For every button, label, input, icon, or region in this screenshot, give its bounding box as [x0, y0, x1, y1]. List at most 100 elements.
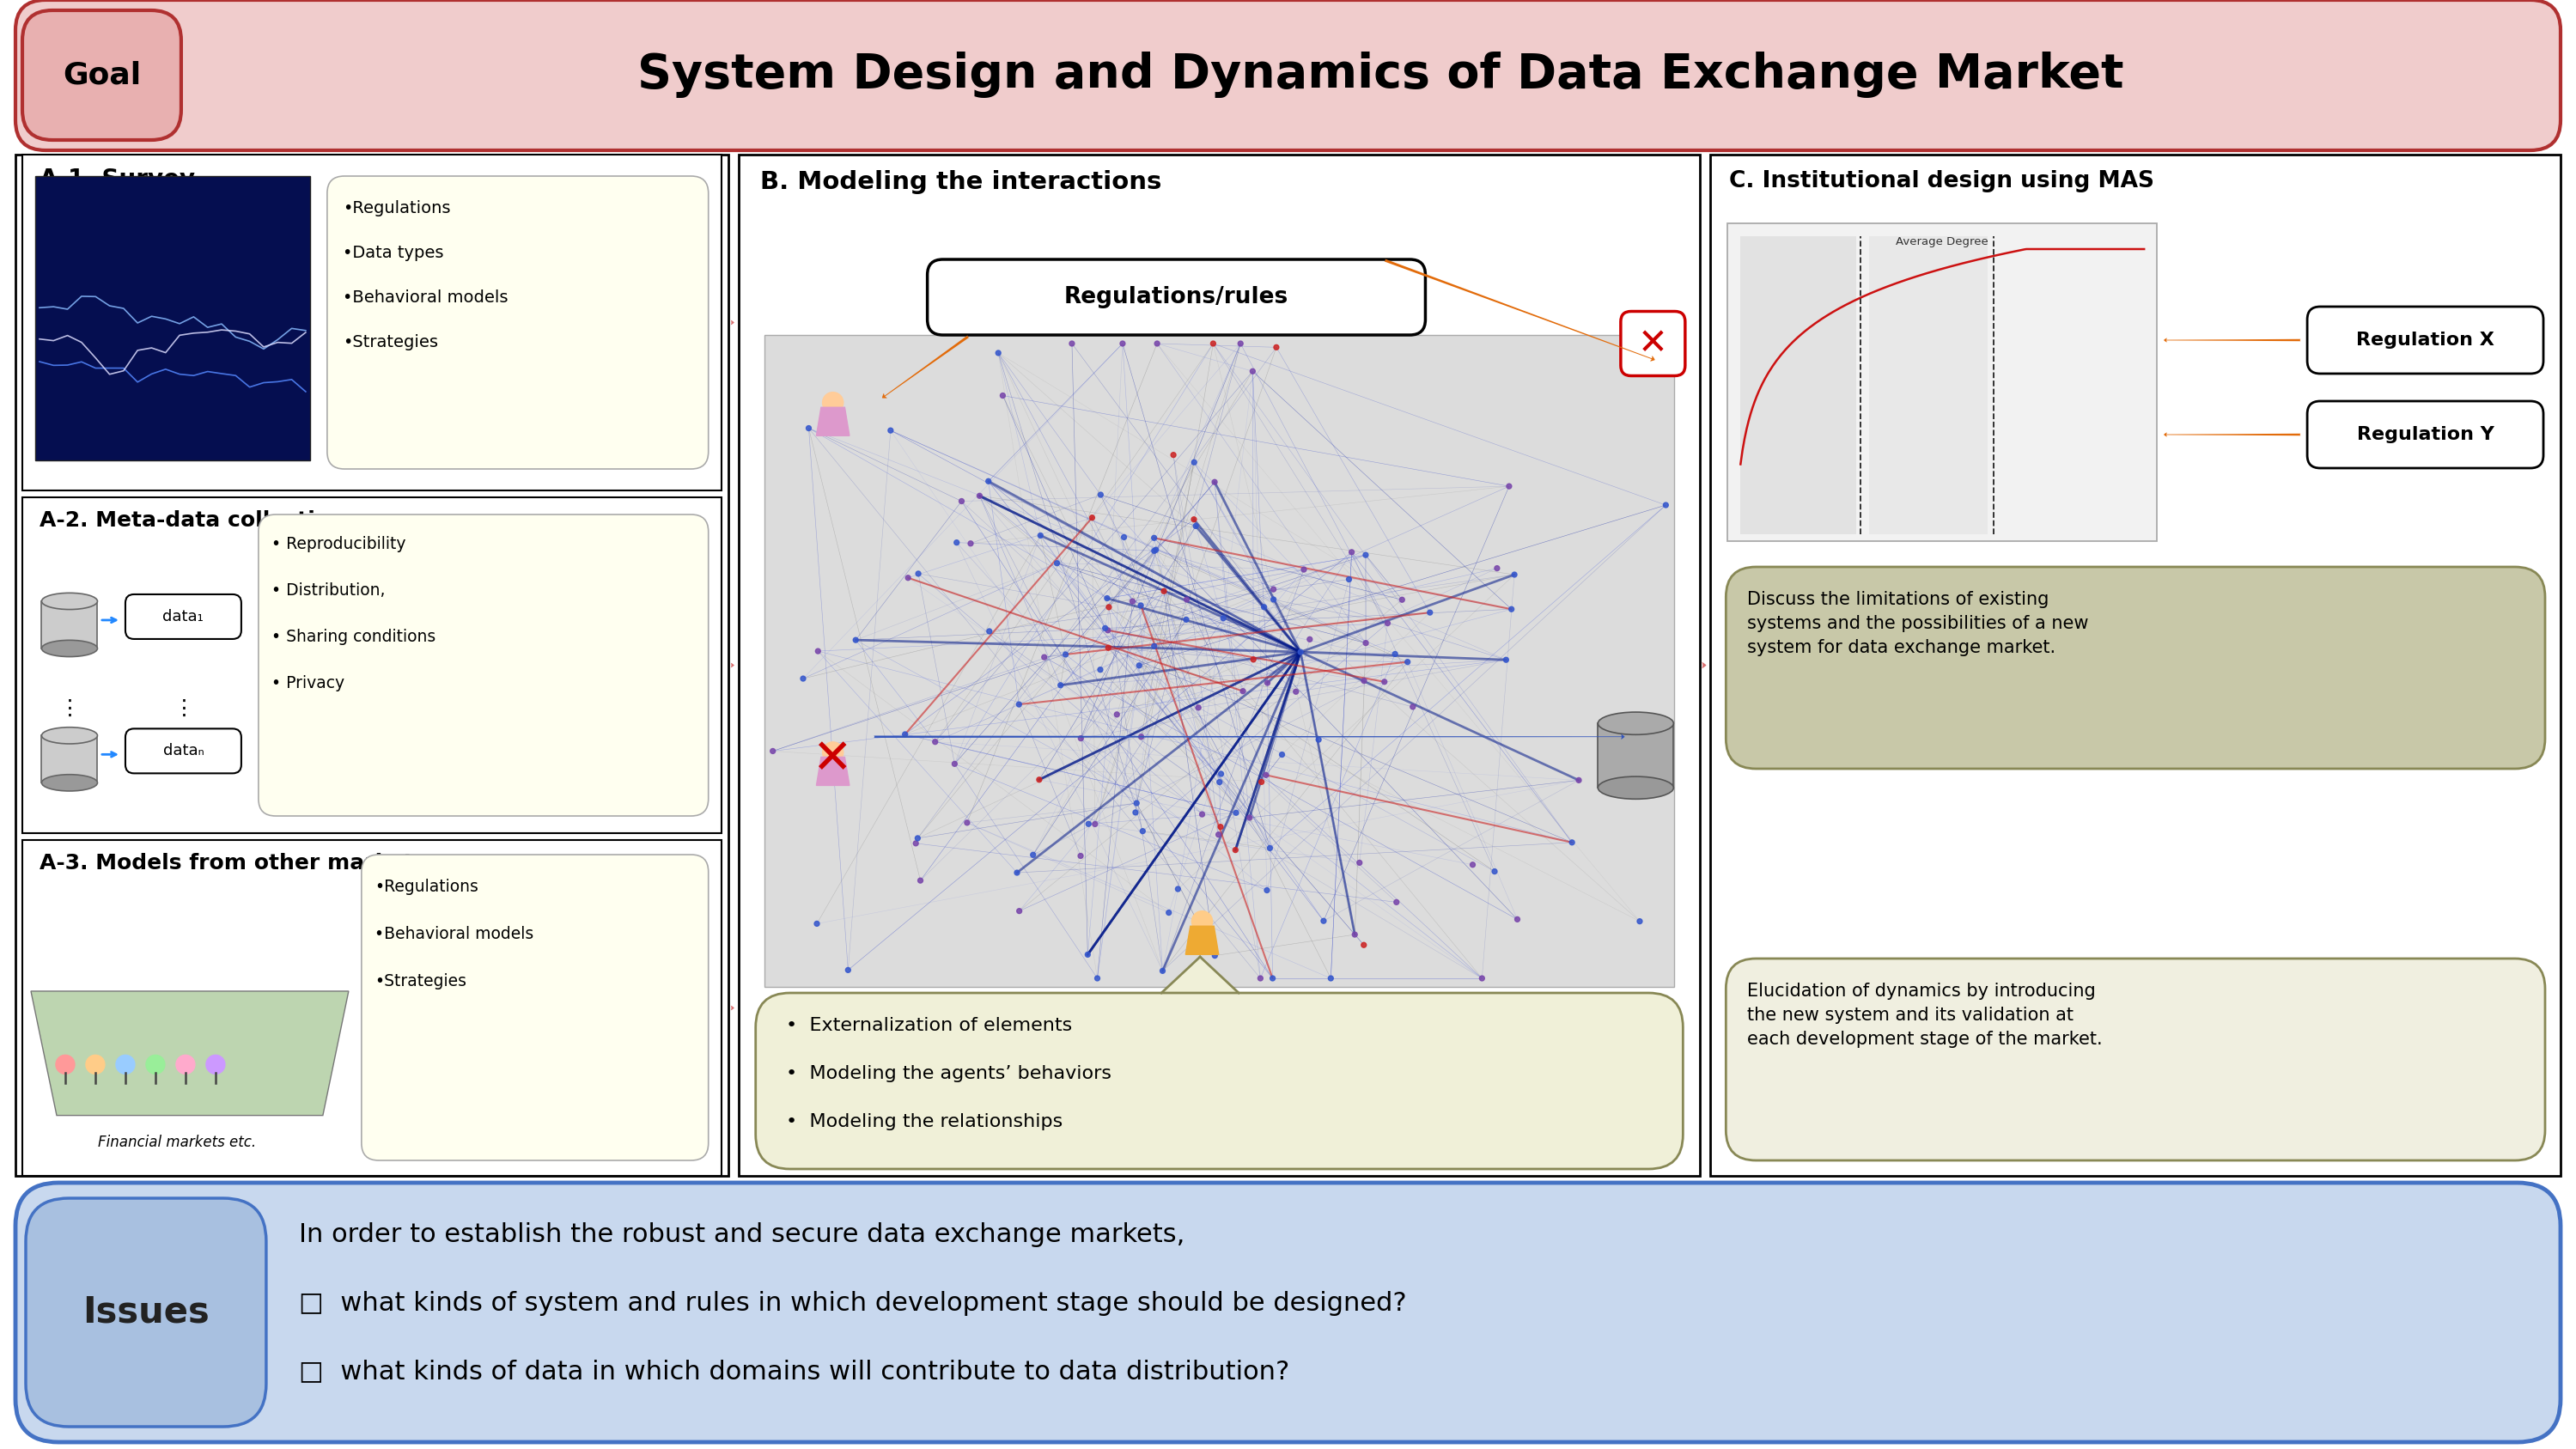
Text: ✕: ✕ — [814, 738, 853, 784]
Circle shape — [175, 1055, 196, 1074]
Text: □  what kinds of data in which domains will contribute to data distribution?: □ what kinds of data in which domains wi… — [299, 1359, 1291, 1384]
Text: •Data types: •Data types — [343, 245, 443, 261]
Text: • Privacy: • Privacy — [270, 675, 345, 691]
Point — [1118, 653, 1159, 677]
Point — [1239, 966, 1280, 990]
Text: Regulations/rules: Regulations/rules — [1064, 285, 1288, 309]
Point — [1077, 966, 1118, 990]
Point — [1646, 494, 1687, 517]
Point — [1342, 933, 1383, 956]
Point — [752, 739, 793, 762]
Point — [1072, 506, 1113, 529]
Ellipse shape — [41, 727, 98, 743]
FancyBboxPatch shape — [2308, 401, 2543, 468]
Point — [1244, 596, 1285, 619]
Point — [1283, 558, 1324, 581]
Point — [1167, 588, 1208, 611]
FancyBboxPatch shape — [15, 155, 729, 1175]
Point — [1198, 823, 1239, 846]
Point — [999, 900, 1041, 923]
FancyBboxPatch shape — [1710, 155, 2561, 1175]
Point — [935, 530, 976, 554]
Point — [1020, 525, 1061, 548]
FancyBboxPatch shape — [15, 1182, 2561, 1442]
Point — [1229, 806, 1270, 829]
Point — [969, 620, 1010, 643]
Polygon shape — [1185, 926, 1218, 955]
Point — [958, 484, 999, 507]
Point — [889, 567, 930, 590]
Point — [1133, 526, 1175, 549]
Point — [1551, 830, 1592, 853]
Point — [1200, 816, 1242, 839]
Text: • Sharing conditions: • Sharing conditions — [270, 629, 435, 645]
FancyBboxPatch shape — [23, 155, 721, 490]
Circle shape — [85, 1055, 106, 1074]
Point — [1121, 594, 1162, 617]
Point — [1141, 959, 1182, 982]
Text: • Distribution,: • Distribution, — [270, 582, 386, 598]
Point — [799, 639, 840, 662]
Point — [896, 826, 938, 849]
FancyBboxPatch shape — [1728, 223, 2156, 540]
Point — [1216, 801, 1257, 824]
Point — [1492, 597, 1533, 620]
Text: ✕: ✕ — [1638, 326, 1667, 362]
Point — [1046, 643, 1087, 667]
Point — [1252, 578, 1293, 601]
FancyBboxPatch shape — [765, 335, 1674, 987]
Text: B. Modeling the interactions: B. Modeling the interactions — [760, 170, 1162, 194]
FancyBboxPatch shape — [26, 1198, 265, 1427]
Point — [896, 832, 938, 855]
Polygon shape — [817, 756, 850, 785]
Point — [1018, 768, 1059, 791]
Polygon shape — [31, 991, 348, 1116]
Point — [1558, 768, 1600, 791]
Point — [1363, 671, 1404, 694]
Point — [1023, 646, 1064, 669]
Text: •Regulations: •Regulations — [343, 200, 451, 216]
Text: A-3. Models from other markets: A-3. Models from other markets — [39, 853, 428, 874]
Point — [1386, 651, 1427, 674]
Point — [1345, 632, 1386, 655]
FancyBboxPatch shape — [23, 10, 180, 141]
Point — [914, 730, 956, 753]
Point — [1381, 588, 1422, 611]
Text: •  Modeling the relationships: • Modeling the relationships — [786, 1113, 1061, 1130]
Point — [1262, 743, 1303, 767]
Point — [1453, 853, 1494, 877]
Point — [1303, 910, 1345, 933]
Point — [1087, 587, 1128, 610]
FancyBboxPatch shape — [258, 514, 708, 816]
Text: •Strategies: •Strategies — [374, 974, 466, 990]
Point — [1133, 539, 1175, 562]
Point — [1332, 540, 1373, 564]
Text: Financial markets etc.: Financial markets etc. — [98, 1135, 255, 1151]
Circle shape — [1193, 911, 1213, 932]
Point — [1376, 891, 1417, 914]
Point — [827, 958, 868, 981]
Point — [1334, 923, 1376, 946]
Point — [1345, 669, 1386, 693]
Point — [1103, 526, 1144, 549]
Bar — [1597, 723, 1674, 788]
FancyBboxPatch shape — [927, 259, 1425, 335]
Ellipse shape — [41, 775, 98, 791]
Circle shape — [206, 1055, 224, 1074]
Point — [1079, 483, 1121, 506]
Circle shape — [147, 1055, 165, 1074]
Circle shape — [822, 393, 842, 413]
FancyBboxPatch shape — [126, 594, 242, 639]
Text: •Strategies: •Strategies — [343, 335, 438, 351]
Point — [1154, 443, 1195, 467]
Point — [1620, 910, 1662, 933]
Text: •Behavioral models: •Behavioral models — [343, 290, 507, 306]
Text: In order to establish the robust and secure data exchange markets,: In order to establish the robust and sec… — [299, 1222, 1185, 1246]
FancyBboxPatch shape — [1726, 567, 2545, 769]
FancyBboxPatch shape — [23, 840, 721, 1175]
Point — [1136, 538, 1177, 561]
Point — [1195, 945, 1236, 968]
Ellipse shape — [41, 640, 98, 656]
Point — [1275, 680, 1316, 703]
Point — [1368, 611, 1409, 635]
